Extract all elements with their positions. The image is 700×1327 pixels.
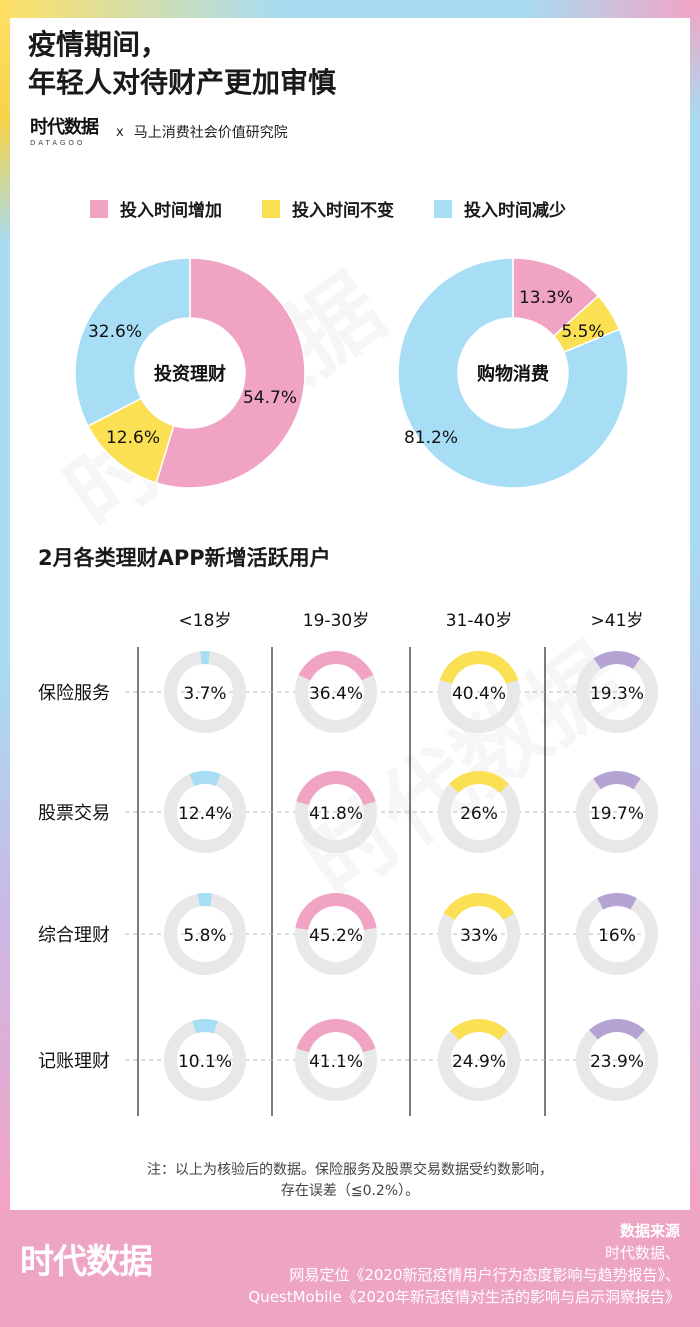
brand-bar: 时代数据 DATAGOO x 马上消费社会价值研究院 <box>30 112 288 152</box>
row-label: 股票交易 <box>38 803 110 824</box>
mini-donut-value: 45.2% <box>309 926 363 946</box>
mini-donut-arc <box>197 893 213 907</box>
row-label: 记账理财 <box>38 1051 110 1072</box>
frame-right-border <box>690 0 700 1210</box>
content-area <box>10 18 690 1210</box>
mini-donut-arc <box>296 1019 376 1053</box>
row-label: 综合理财 <box>38 925 110 946</box>
mini-donut-value: 10.1% <box>178 1052 232 1072</box>
brand-logo-text: 时代数据 <box>30 116 99 138</box>
legend-label: 投入时间减少 <box>464 201 566 221</box>
section-title: 2月各类理财APP新增活跃用户 <box>38 546 331 570</box>
mini-donut-value: 23.9% <box>590 1052 644 1072</box>
column-header: 19-30岁 <box>303 611 369 631</box>
source-line: 网易定位《2020新冠疫情用户行为态度影响与趋势报告》、 <box>289 1266 680 1284</box>
mini-donut-value: 40.4% <box>452 684 506 704</box>
legend-swatch <box>262 199 280 218</box>
mini-donut-value: 36.4% <box>309 684 363 704</box>
donut-value-label: 32.6% <box>88 322 142 342</box>
mini-donut-value: 33% <box>460 926 498 946</box>
footnote: 注：以上为核验后的数据。保险服务及股票交易数据受约数影响， 存在误差（≦0.2%… <box>40 1160 660 1202</box>
brand-partner: 马上消费社会价值研究院 <box>133 125 288 141</box>
frame-top-border <box>0 0 700 18</box>
donut-value-label: 13.3% <box>519 288 573 308</box>
row-label: 保险服务 <box>38 683 110 704</box>
mini-donut-value: 12.4% <box>178 804 232 824</box>
mini-donut-arc <box>443 893 515 920</box>
mini-donut-arc <box>449 771 509 793</box>
donut-value-label: 5.5% <box>561 322 604 342</box>
brand-logo: 时代数据 DATAGOO <box>30 116 99 147</box>
mini-donut-arc <box>200 651 210 665</box>
mini-donut-value: 19.3% <box>590 684 644 704</box>
donut-value-label: 81.2% <box>404 428 458 448</box>
frame-left-border <box>0 0 10 1210</box>
mini-donut-arc <box>295 892 377 930</box>
mini-donut-value: 3.7% <box>183 684 226 704</box>
mini-donut-value: 5.8% <box>183 926 226 946</box>
legend-item-increase: 投入时间增加 <box>90 196 222 221</box>
footnote-line-2: 存在误差（≦0.2%）。 <box>280 1183 420 1199</box>
source-title: 数据来源 <box>619 1222 680 1240</box>
brand-x: x <box>116 124 124 140</box>
column-header: >41岁 <box>591 611 644 631</box>
donut-chart-shopping: 购物消费 13.3% 5.5% 81.2% <box>397 257 629 489</box>
mini-donut-value: 16% <box>598 926 636 946</box>
mini-donut-arc <box>189 771 221 787</box>
donut-center-label: 购物消费 <box>477 363 549 385</box>
legend-item-same: 投入时间不变 <box>262 196 394 221</box>
mini-donut-arc <box>296 771 376 805</box>
donut-center-label: 投资理财 <box>154 363 226 385</box>
mini-donut-arc <box>450 1019 508 1041</box>
footer-sources: 数据来源 时代数据、 网易定位《2020新冠疫情用户行为态度影响与趋势报告》、 … <box>248 1220 680 1308</box>
footer: 时代数据 数据来源 时代数据、 网易定位《2020新冠疫情用户行为态度影响与趋势… <box>0 1210 700 1327</box>
legend-swatch <box>434 199 452 218</box>
source-line: 时代数据、 <box>604 1244 680 1262</box>
title-line-1: 疫情期间， <box>28 28 169 61</box>
mini-donut-arc <box>589 1019 645 1040</box>
legend-label: 投入时间增加 <box>120 201 222 221</box>
donut-chart-investment: 投资理财 54.7% 12.6% 32.6% <box>74 257 306 489</box>
column-header: 31-40岁 <box>446 611 512 631</box>
legend-swatch <box>90 199 108 218</box>
mini-donut-arc <box>298 651 374 681</box>
brand-logo-sub: DATAGOO <box>30 138 86 147</box>
source-line: QuestMobile《2020年新冠疫情对生活的影响与启示洞察报告》 <box>248 1288 680 1306</box>
mini-donut-value: 26% <box>460 804 498 824</box>
mini-donut-arc <box>593 651 641 669</box>
footnote-line-1: 注：以上为核验后的数据。保险服务及股票交易数据受约数影响， <box>147 1162 553 1178</box>
legend-label: 投入时间不变 <box>292 201 394 221</box>
legend: 投入时间增加 投入时间不变 投入时间减少 <box>90 196 566 221</box>
title-line-2: 年轻人对待财产更加审慎 <box>28 66 337 99</box>
mini-donut-arc <box>192 1019 218 1034</box>
mini-donut-value: 24.9% <box>452 1052 506 1072</box>
footer-logo: 时代数据 <box>20 1242 153 1282</box>
mini-donut-value: 41.8% <box>309 804 363 824</box>
donut-value-label: 54.7% <box>243 388 297 408</box>
mini-donut-arc <box>593 771 641 790</box>
mini-donut-value: 19.7% <box>590 804 644 824</box>
column-header: <18岁 <box>179 611 232 631</box>
legend-item-decrease: 投入时间减少 <box>434 196 566 221</box>
mini-donut-arc <box>439 650 519 684</box>
page-title: 疫情期间， 年轻人对待财产更加审慎 <box>28 26 336 102</box>
donut-value-label: 12.6% <box>106 428 160 448</box>
mini-donut-value: 41.1% <box>309 1052 363 1072</box>
mini-donut-arc <box>597 893 637 910</box>
